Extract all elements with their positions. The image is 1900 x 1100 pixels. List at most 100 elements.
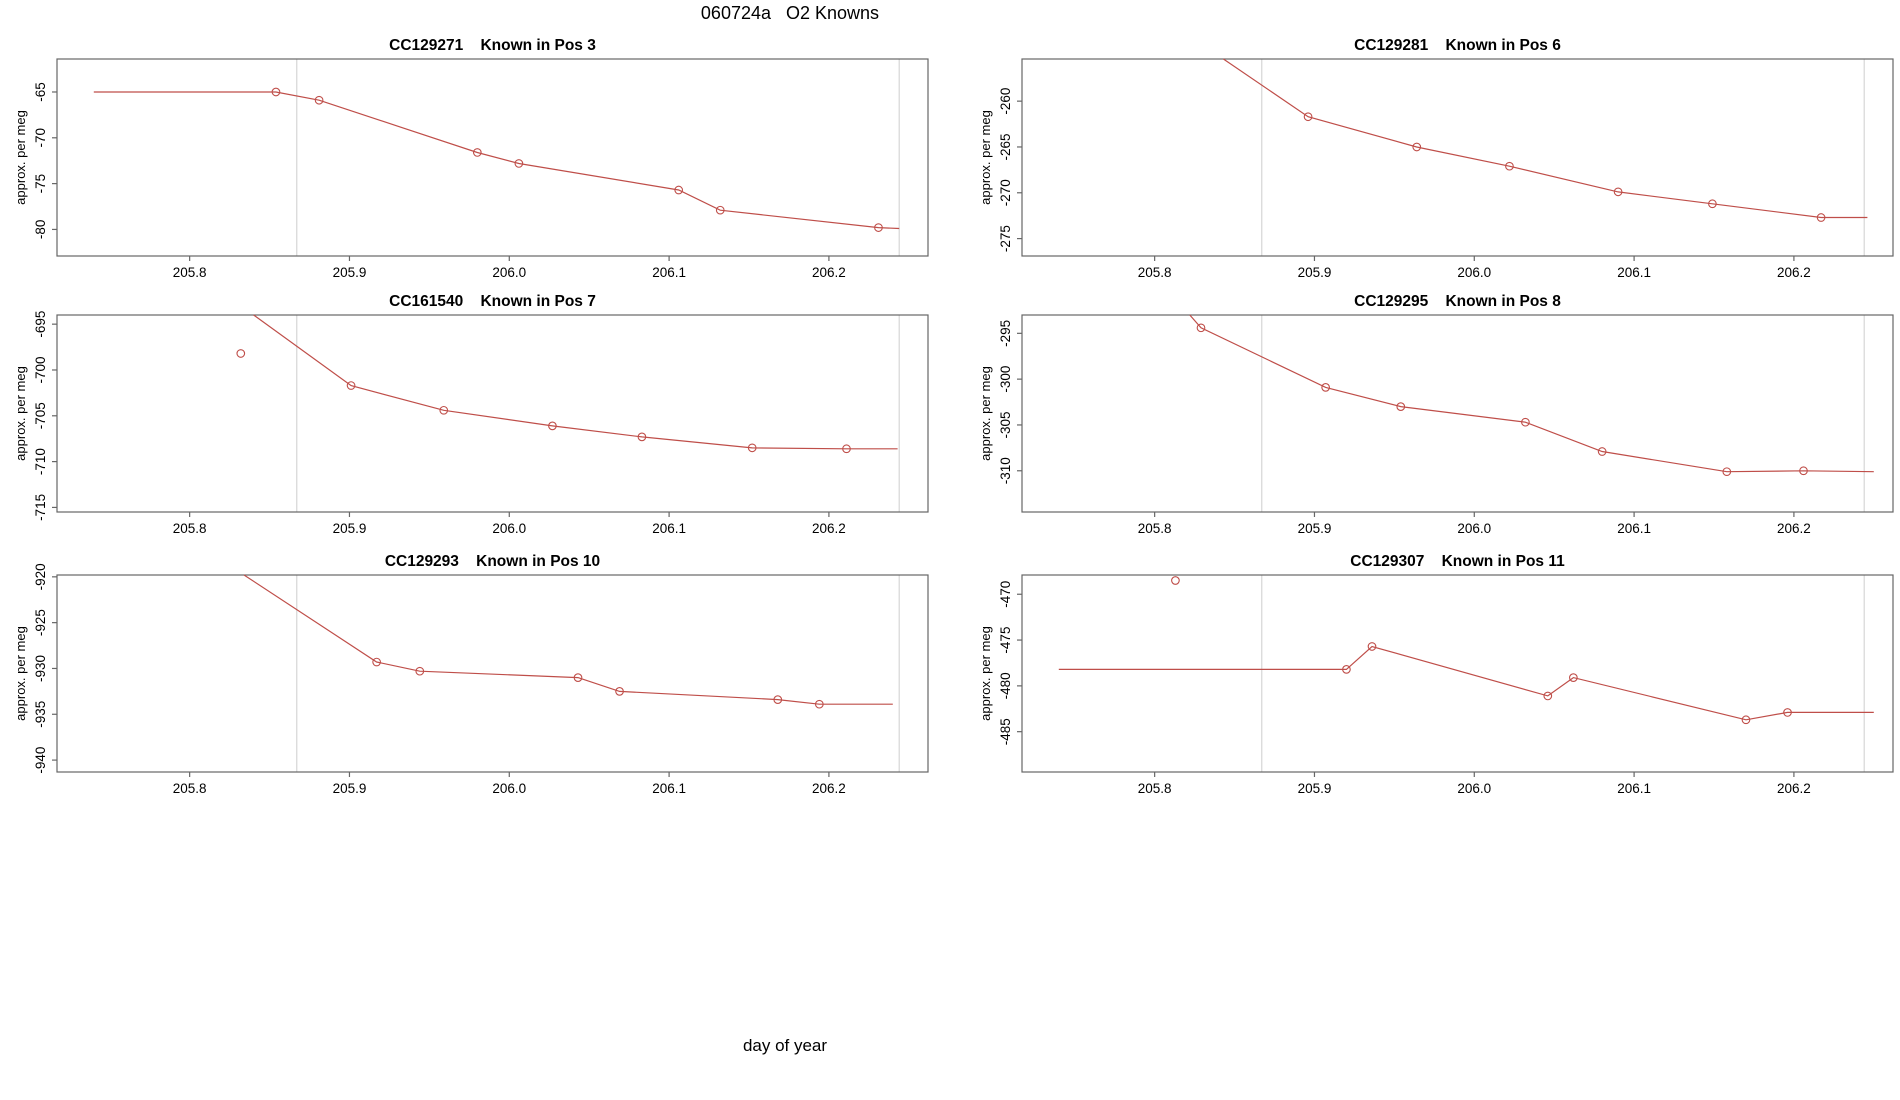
y-tick-label: -920 (33, 563, 48, 590)
y-tick-label: -700 (33, 356, 48, 383)
data-point-marker (615, 687, 624, 696)
y-tick-label: -705 (33, 402, 48, 429)
x-tick-label: 206.2 (812, 521, 846, 536)
y-axis-label: approx. per meg (13, 626, 28, 721)
data-point-marker (1412, 142, 1422, 152)
data-point-marker (637, 432, 647, 442)
x-tick-label: 206.1 (1617, 781, 1651, 796)
data-point-marker (1543, 691, 1553, 701)
y-tick-label: -475 (998, 627, 1013, 654)
y-tick-label: -940 (33, 747, 48, 774)
data-line (253, 314, 898, 450)
main-title: 060724a O2 Knowns (700, 3, 880, 23)
x-tick-label: 205.8 (173, 781, 207, 796)
plot-box (1021, 314, 1894, 513)
y-tick-label: -75 (33, 174, 48, 194)
data-point-marker (1741, 715, 1751, 725)
chart-canvas-0: 205.8 205.9 206.0 206.1 206.2 -65 -70 -75 -80 app… (13, 37, 929, 280)
data-point-marker (314, 95, 324, 105)
x-tick-label: 206.0 (1457, 521, 1491, 536)
plot-box (1021, 574, 1894, 773)
x-tick-label: 206.2 (812, 265, 846, 280)
x-tick-label: 205.9 (1298, 781, 1332, 796)
y-tick-label: -270 (998, 179, 1013, 206)
y-tick-label: -305 (998, 411, 1013, 438)
chart-canvas-5: 205.8 205.9 206.0 206.1 206.2 -470 -475 -480 -48… (978, 553, 1894, 796)
plot-title: CC129271 Known in Pos 3 (389, 37, 596, 54)
plot-box (56, 574, 929, 773)
isolated-data-point (236, 349, 246, 358)
x-tick-label: 206.0 (1457, 265, 1491, 280)
data-point-marker (548, 421, 557, 431)
plot-box (1021, 58, 1894, 257)
data-point-marker (1597, 447, 1607, 456)
y-tick-label: -275 (998, 225, 1013, 252)
data-point-marker (1799, 466, 1808, 476)
x-tick-label: 205.9 (1298, 521, 1332, 536)
y-axis-label: approx. per meg (978, 366, 993, 461)
x-tick-label: 206.1 (652, 265, 686, 280)
data-point-marker (1783, 708, 1792, 717)
y-tick-label: -80 (33, 220, 48, 240)
data-point-marker (472, 148, 482, 157)
data-point-marker (372, 657, 381, 667)
data-point-marker (514, 159, 524, 168)
plot-box (56, 314, 929, 513)
data-point-marker (842, 444, 851, 454)
x-tick-label: 205.8 (1138, 265, 1172, 280)
data-line (243, 574, 893, 705)
plot-title: CC129293 Known in Pos 10 (385, 553, 600, 570)
x-tick-label: 206.1 (652, 781, 686, 796)
chart-canvas-3: 205.8 205.9 206.0 206.1 206.2 -295 -300 -305 -31… (978, 293, 1894, 536)
data-point-marker (1708, 199, 1717, 209)
data-point-marker (1521, 417, 1530, 427)
x-tick-label: 205.8 (1138, 781, 1172, 796)
x-tick-label: 206.1 (1617, 265, 1651, 280)
x-tick-label: 205.9 (333, 781, 367, 796)
plot-title: CC129281 Known in Pos 6 (1354, 37, 1561, 54)
plot-title: CC129295 Known in Pos 8 (1354, 293, 1561, 310)
data-point-marker (1505, 161, 1514, 171)
data-point-marker (1722, 467, 1732, 477)
y-tick-label: -480 (998, 672, 1013, 699)
y-axis-label: approx. per meg (13, 366, 28, 461)
chart-canvas-4: 205.8 205.9 206.0 206.1 206.2 -920 -925 -930 -93… (13, 553, 929, 796)
data-point-marker (715, 205, 725, 215)
data-point-marker (1613, 187, 1623, 197)
x-tick-label: 205.9 (333, 521, 367, 536)
chart-canvas-2: 205.8 205.9 206.0 206.1 206.2 -695 -700 -705 -71… (13, 293, 929, 536)
y-tick-label: -295 (998, 320, 1013, 347)
data-point-marker (1367, 642, 1377, 651)
x-tick-label: 205.9 (333, 265, 367, 280)
x-tick-label: 206.2 (1777, 521, 1811, 536)
plot-title: CC129307 Known in Pos 11 (1350, 553, 1565, 570)
data-point-marker (573, 673, 583, 682)
data-point-marker (747, 443, 757, 453)
y-tick-label: -695 (33, 311, 48, 338)
x-tick-label: 206.2 (812, 781, 846, 796)
x-tick-label: 206.2 (1777, 781, 1811, 796)
x-tick-label: 206.2 (1777, 265, 1811, 280)
x-tick-label: 205.8 (1138, 521, 1172, 536)
data-point-marker (1816, 213, 1826, 222)
data-point-marker (773, 695, 783, 704)
data-line (93, 91, 900, 230)
data-line (1223, 58, 1868, 219)
y-tick-label: -930 (33, 655, 48, 682)
data-point-marker (439, 405, 449, 415)
data-point-marker (1303, 112, 1313, 122)
y-tick-label: -935 (33, 701, 48, 728)
x-tick-label: 205.9 (1298, 265, 1332, 280)
data-point-marker (1342, 665, 1351, 674)
data-point-marker (271, 87, 281, 97)
y-axis-label: approx. per meg (978, 110, 993, 205)
y-tick-label: -300 (998, 366, 1013, 393)
y-tick-label: -70 (33, 128, 48, 148)
y-tick-label: -710 (33, 448, 48, 475)
y-axis-label: approx. per meg (13, 110, 28, 205)
y-tick-label: -925 (33, 609, 48, 636)
x-tick-label: 206.0 (1457, 781, 1491, 796)
y-tick-label: -260 (998, 88, 1013, 115)
x-tick-label: 206.0 (492, 521, 526, 536)
